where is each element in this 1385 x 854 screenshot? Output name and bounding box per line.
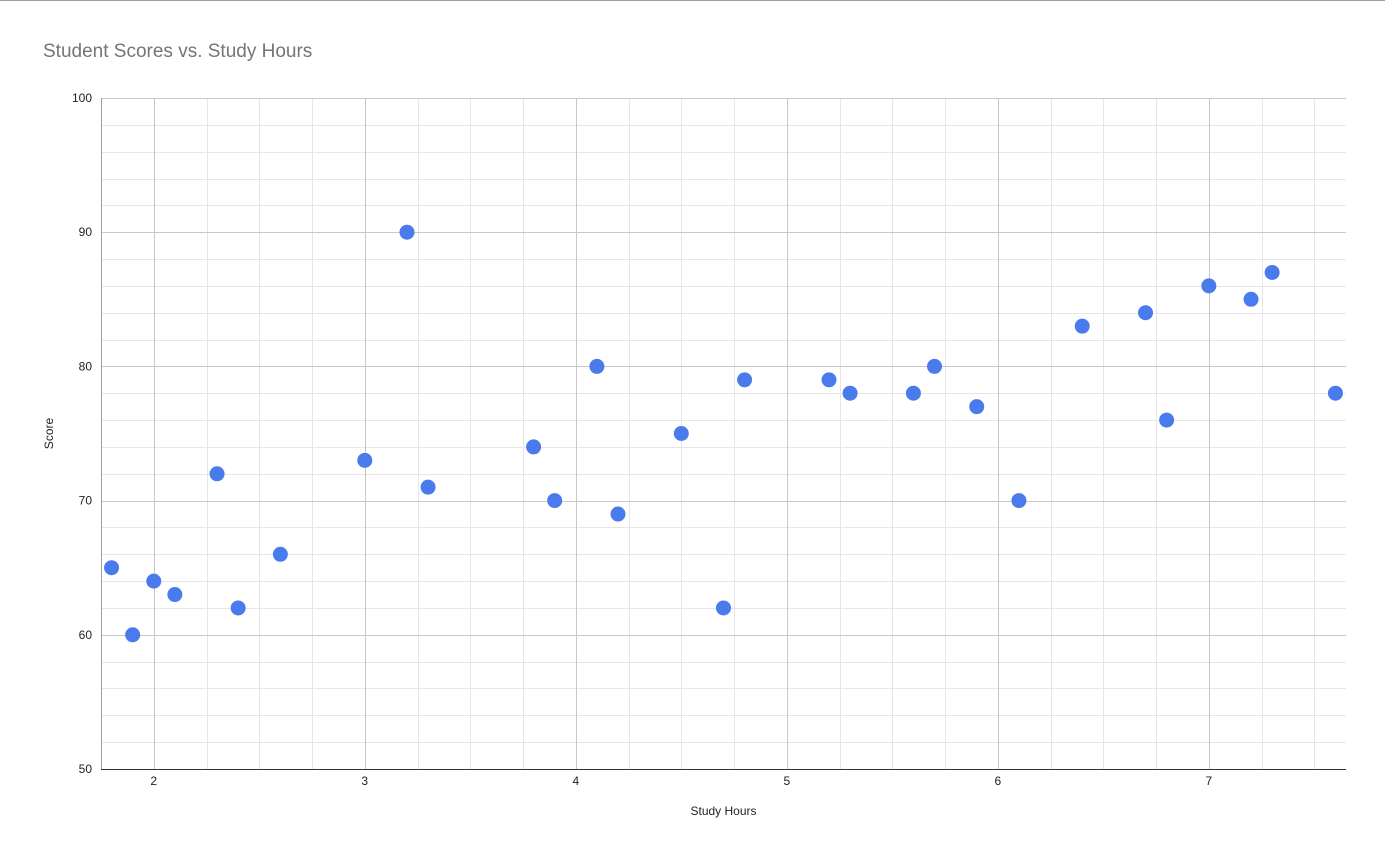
x-tick-label: 5 — [783, 774, 790, 788]
data-point — [1264, 264, 1280, 280]
data-point — [526, 439, 542, 455]
data-point — [737, 372, 753, 388]
x-tick-label: 3 — [361, 774, 368, 788]
data-point — [230, 600, 246, 616]
data-point — [547, 493, 563, 509]
data-point — [125, 627, 141, 643]
data-point — [842, 385, 858, 401]
data-points — [104, 224, 1343, 643]
y-tick-label: 100 — [72, 91, 92, 105]
y-axis-title: Score — [42, 418, 56, 450]
data-point — [209, 466, 225, 482]
data-point — [821, 372, 837, 388]
axes — [101, 98, 1346, 770]
data-point — [927, 358, 943, 374]
data-point — [673, 426, 689, 441]
x-tick-label: 6 — [994, 774, 1001, 788]
data-point — [104, 560, 120, 576]
chart-title: Student Scores vs. Study Hours — [43, 41, 313, 62]
data-point — [1159, 412, 1175, 428]
minor-gridlines — [101, 98, 1346, 770]
top-border — [0, 0, 1385, 1]
data-point — [610, 506, 626, 522]
y-tick-label: 70 — [79, 494, 93, 508]
data-point — [1138, 305, 1154, 321]
data-point — [167, 587, 183, 603]
data-point — [420, 479, 436, 495]
data-point — [589, 358, 605, 374]
data-point — [1201, 278, 1217, 294]
data-point — [1327, 385, 1343, 401]
y-tick-labels: 50 60 70 80 90 100 — [72, 91, 92, 776]
data-point — [969, 399, 985, 415]
data-point — [399, 224, 415, 240]
data-point — [716, 600, 731, 616]
x-tick-label: 2 — [150, 774, 157, 788]
y-tick-label: 90 — [79, 225, 93, 239]
data-point — [357, 452, 373, 468]
y-tick-label: 80 — [79, 359, 93, 373]
data-point — [1074, 318, 1090, 334]
data-point — [272, 546, 288, 562]
data-point — [1011, 493, 1027, 509]
x-tick-label: 4 — [572, 774, 579, 788]
x-tick-labels: 2 3 4 5 6 7 — [150, 774, 1212, 788]
x-tick-label: 7 — [1205, 774, 1212, 788]
data-point — [1243, 291, 1259, 307]
major-gridlines — [101, 98, 1346, 770]
x-axis-title: Study Hours — [690, 804, 756, 818]
data-point — [905, 385, 921, 401]
y-tick-label: 50 — [79, 762, 93, 776]
y-tick-label: 60 — [79, 628, 93, 642]
data-point — [146, 573, 162, 589]
